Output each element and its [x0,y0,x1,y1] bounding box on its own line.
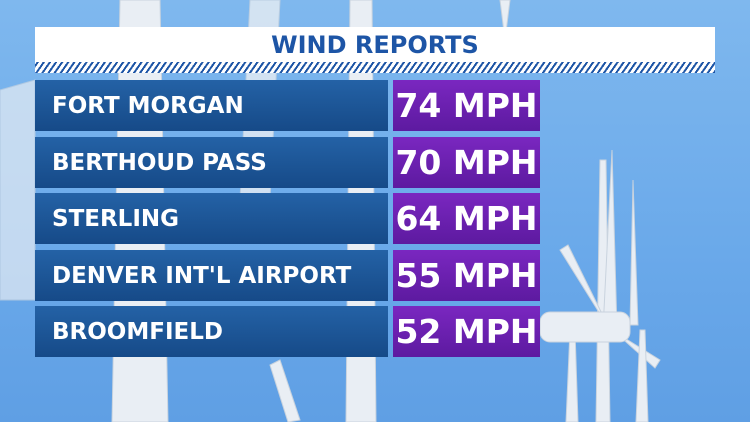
location: FORT MORGAN [35,80,388,131]
location: STERLING [35,193,388,244]
report-row: BERTHOUD PASS 70 MPH [35,137,540,188]
wind-speed: 55 MPH [393,250,540,301]
report-row: DENVER INT'L AIRPORT 55 MPH [35,250,540,301]
title-bar: WIND REPORTS [35,27,715,62]
report-row: BROOMFIELD 52 MPH [35,306,540,357]
title: WIND REPORTS [271,31,479,59]
wind-speed: 74 MPH [393,80,540,131]
location: BERTHOUD PASS [35,137,388,188]
report-row: STERLING 64 MPH [35,193,540,244]
location: BROOMFIELD [35,306,388,357]
wind-speed: 52 MPH [393,306,540,357]
wind-speed: 70 MPH [393,137,540,188]
report-row: FORT MORGAN 74 MPH [35,80,540,131]
wind-speed: 64 MPH [393,193,540,244]
hatch-stripe [35,62,715,73]
location: DENVER INT'L AIRPORT [35,250,388,301]
